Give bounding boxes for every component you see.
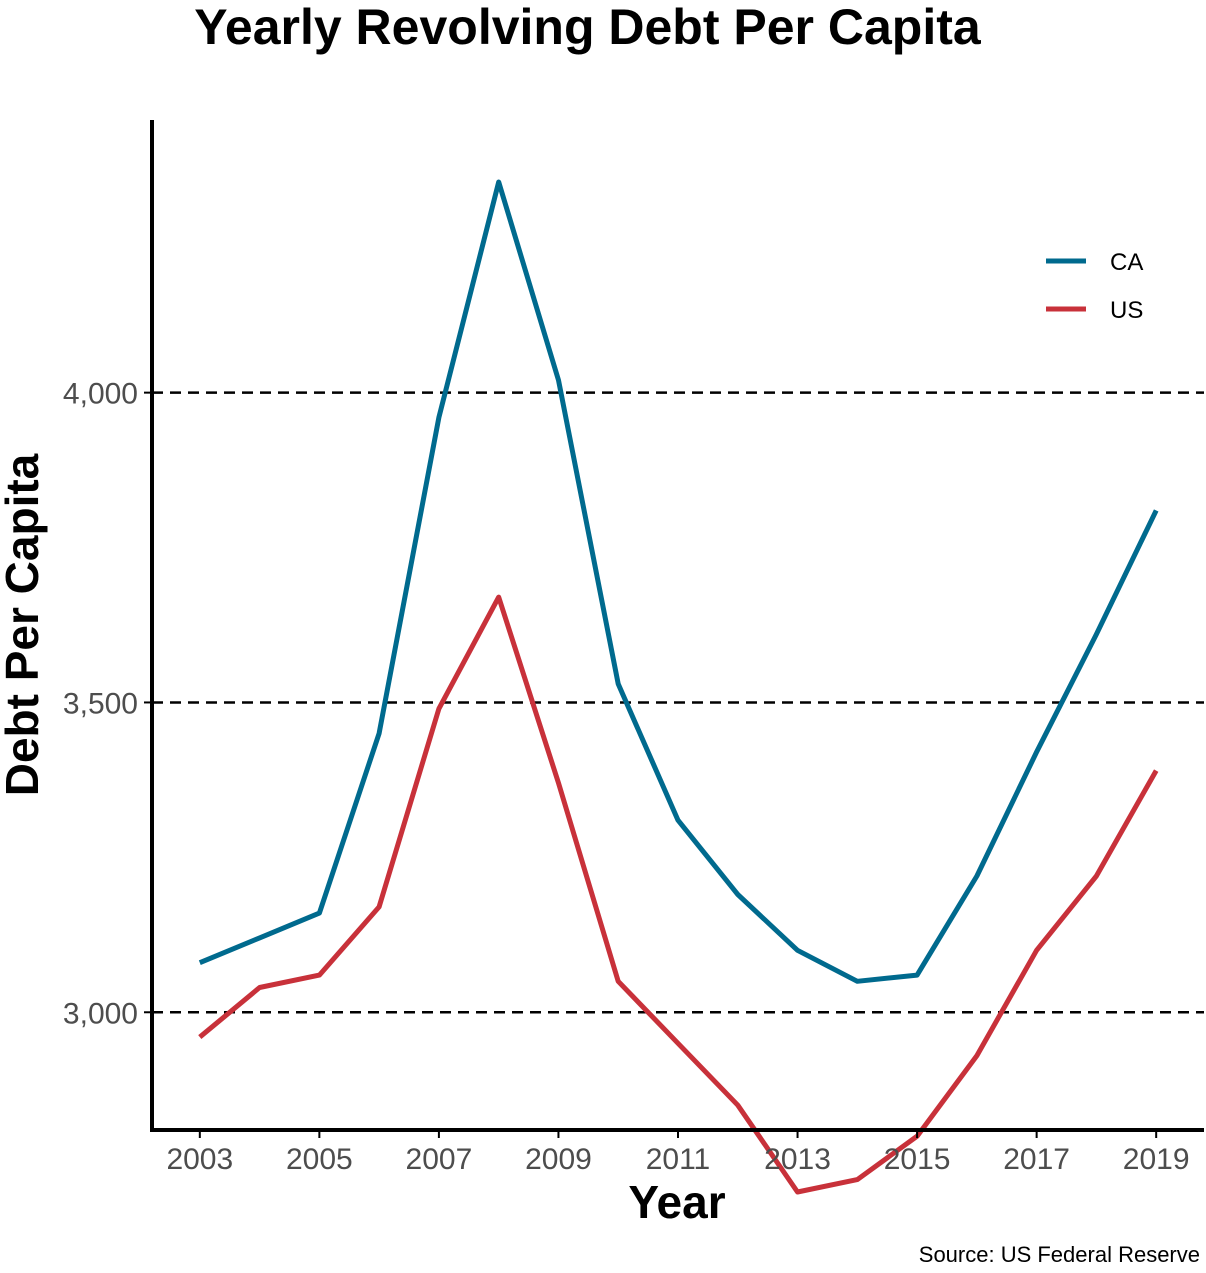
- x-axis-title: Year: [628, 1176, 725, 1228]
- x-tick-label-7: 2017: [1003, 1143, 1070, 1176]
- series-line-us: [198, 594, 1159, 1195]
- x-tick-label-4: 2011: [646, 1143, 711, 1176]
- series-line-ca: [198, 179, 1159, 984]
- y-axis-ticks: 3,000 3,500 4,000: [63, 378, 152, 1030]
- source-caption: Source: US Federal Reserve: [919, 1242, 1200, 1267]
- gridlines: [152, 391, 1204, 1014]
- x-tick-label-2: 2007: [406, 1143, 473, 1176]
- legend-label-ca: CA: [1110, 249, 1143, 276]
- x-axis-ticks: 2003 2005 2007 2009 2011 2013 2015 2017 2019: [166, 1130, 1190, 1176]
- x-tick-label-1: 2005: [286, 1143, 353, 1176]
- chart-title: Yearly Revolving Debt Per Capita: [194, 0, 981, 55]
- legend: CA US: [1046, 249, 1143, 324]
- x-tick-label-3: 2009: [525, 1143, 592, 1176]
- y-tick-label-1: 3,500: [63, 687, 138, 720]
- x-tick-label-5: 2013: [764, 1143, 831, 1176]
- y-tick-label-2: 4,000: [63, 378, 138, 411]
- y-axis-title: Debt Per Capita: [0, 453, 48, 796]
- y-tick-label-0: 3,000: [63, 997, 138, 1030]
- x-tick-label-6: 2015: [884, 1143, 951, 1176]
- legend-label-us: US: [1110, 297, 1143, 324]
- x-tick-label-0: 2003: [166, 1143, 233, 1176]
- series-lines: [198, 179, 1159, 1195]
- x-tick-label-8: 2019: [1123, 1143, 1190, 1176]
